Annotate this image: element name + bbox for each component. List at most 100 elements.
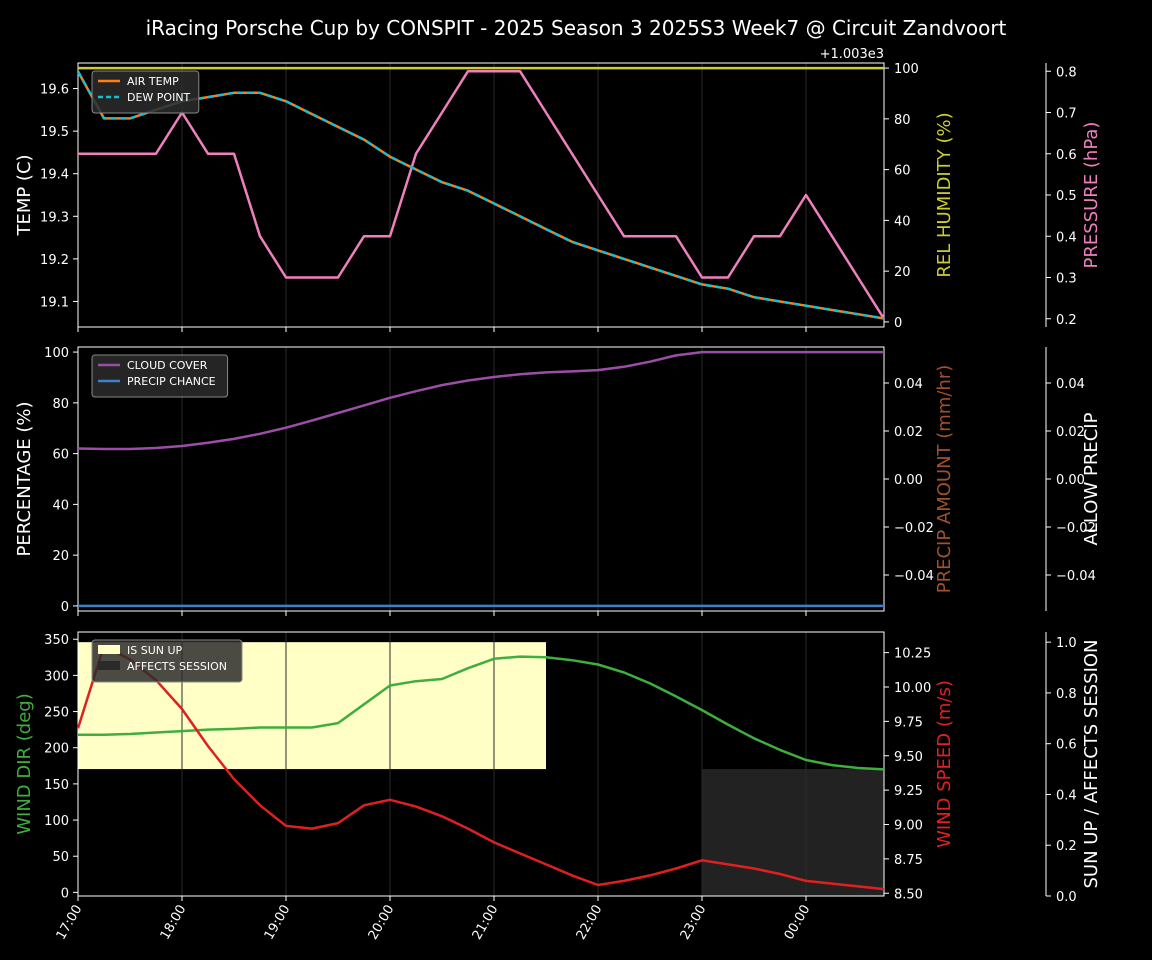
y-tick-label: 19.4 <box>40 168 69 183</box>
y-tick-label: 19.3 <box>40 210 69 225</box>
legend: AIR TEMP DEW POINT <box>91 70 200 114</box>
series-line-dew-point <box>76 70 885 320</box>
panel-temps: 19.1 19.2 19.3 19.4 19.5 19.6 TEMP (C) 0 20 40 60 8… <box>14 47 1102 332</box>
right2-tick-label: 0.3 <box>1056 272 1077 287</box>
right2-axis-label: ALLOW PRECIP <box>1081 412 1102 545</box>
right1-axis-label: PRECIP AMOUNT (mm/hr) <box>934 365 955 594</box>
y-axis-label: PERCENTAGE (%) <box>14 401 35 556</box>
x-tick-label: 22:00 <box>574 903 606 943</box>
plot-frame <box>77 62 885 328</box>
legend: CLOUD COVER PRECIP CHANCE <box>91 354 229 398</box>
x-tick-label: 23:00 <box>678 903 710 943</box>
right1-tick-label: −0.02 <box>894 521 934 536</box>
right1-tick-label: 9.50 <box>894 750 923 765</box>
legend-label: AIR TEMP <box>127 75 179 88</box>
right1-tick-label: 0 <box>894 316 902 331</box>
right2-tick-label: 0.8 <box>1056 687 1077 702</box>
legend-swatch <box>98 645 120 654</box>
right1-tick-label: 0.00 <box>894 473 923 488</box>
right2-tick-label: 0.02 <box>1056 425 1085 440</box>
right2-tick-label: −0.02 <box>1056 521 1096 536</box>
legend-label: DEW POINT <box>127 91 191 104</box>
right1-tick-label: 9.00 <box>894 819 923 834</box>
chart-title: iRacing Porsche Cup by CONSPIT - 2025 Se… <box>146 16 1007 40</box>
right1-tick-label: −0.04 <box>894 569 934 584</box>
y-tick-label: 200 <box>44 742 69 757</box>
right1-tick-label: 9.75 <box>894 715 923 730</box>
right1-axis-label: WIND SPEED (m/s) <box>934 680 955 848</box>
y-tick-label: 0 <box>61 600 69 615</box>
legend-label: IS SUN UP <box>127 644 183 657</box>
right2-axis-label: SUN UP / AFFECTS SESSION <box>1081 639 1102 888</box>
y-tick-label: 100 <box>44 346 69 361</box>
panel-clouds: 0 20 40 60 80 100 PERCENTAGE (%) −0.04 −0.02 0.00… <box>14 346 1102 616</box>
offset-label: +1.003e3 <box>820 47 884 62</box>
x-tick-label: 19:00 <box>262 903 294 943</box>
affects-session-band <box>702 769 884 896</box>
y-tick-label: 350 <box>44 633 69 648</box>
y-tick-label: 60 <box>52 448 69 463</box>
y-tick-label: 19.6 <box>40 83 69 98</box>
panel-wind: 0 50 100 150 200 250 300 350 WIND DIR (deg) 8.50 8… <box>14 631 1102 905</box>
right1-tick-label: 80 <box>894 113 911 128</box>
right1-tick-label: 60 <box>894 164 911 179</box>
right1-tick-label: 9.25 <box>894 784 923 799</box>
right2-tick-label: 0.04 <box>1056 377 1085 392</box>
right2-tick-label: 0.7 <box>1056 107 1077 122</box>
right1-tick-label: 20 <box>894 265 911 280</box>
y-tick-label: 250 <box>44 706 69 721</box>
y-tick-label: 150 <box>44 778 69 793</box>
y-tick-label: 100 <box>44 814 69 829</box>
y-axis-label: TEMP (C) <box>14 154 35 236</box>
legend-box <box>91 639 243 683</box>
right2-axis-label: PRESSURE (hPa) <box>1081 122 1102 269</box>
y-axis-label: WIND DIR (deg) <box>14 693 35 835</box>
plot-frame <box>77 631 885 897</box>
right2-tick-label: 0.8 <box>1056 65 1077 80</box>
right1-tick-label: 10.00 <box>894 681 931 696</box>
y-tick-label: 20 <box>52 549 69 564</box>
pressure-line <box>78 69 886 320</box>
x-tick-label: 17:00 <box>54 903 86 943</box>
right1-tick-label: 8.50 <box>894 887 923 902</box>
right2-tick-label: 0.4 <box>1056 788 1077 803</box>
series-line-cloud-cover <box>77 350 884 451</box>
right1-tick-label: 8.75 <box>894 853 923 868</box>
series-line-wind-speed <box>76 644 885 891</box>
legend: IS SUN UP AFFECTS SESSION <box>91 639 243 683</box>
right1-tick-label: 40 <box>894 214 911 229</box>
legend-label: PRECIP CHANCE <box>127 375 216 388</box>
right2-tick-label: 0.00 <box>1056 473 1085 488</box>
y-tick-label: 80 <box>52 397 69 412</box>
y-tick-label: 19.5 <box>40 125 69 140</box>
right1-tick-label: 0.02 <box>894 425 923 440</box>
right1-axis-label: REL HUMIDITY (%) <box>934 112 955 277</box>
right2-tick-label: 0.4 <box>1056 230 1077 245</box>
right2-tick-label: 0.5 <box>1056 189 1077 204</box>
y-tick-label: 300 <box>44 669 69 684</box>
right2-tick-label: 0.0 <box>1056 890 1077 905</box>
y-tick-label: 0 <box>61 886 69 901</box>
x-tick-label: 20:00 <box>366 903 398 943</box>
x-tick-label: 21:00 <box>470 903 502 943</box>
y-tick-label: 19.1 <box>40 295 69 310</box>
right2-tick-label: 1.0 <box>1056 636 1077 651</box>
right1-tick-label: 0.04 <box>894 377 923 392</box>
y-tick-label: 40 <box>52 498 69 513</box>
legend-label: AFFECTS SESSION <box>127 660 227 673</box>
right2-tick-label: 0.2 <box>1056 313 1077 328</box>
x-tick-label: 18:00 <box>158 903 190 943</box>
right2-tick-label: −0.04 <box>1056 569 1096 584</box>
legend-box <box>91 354 229 398</box>
series-line-wind-dir <box>78 655 885 771</box>
right1-tick-label: 10.25 <box>894 647 931 662</box>
right1-tick-label: 100 <box>894 62 919 77</box>
right2-tick-label: 0.6 <box>1056 148 1077 163</box>
right2-tick-label: 0.6 <box>1056 738 1077 753</box>
y-tick-label: 19.2 <box>40 253 69 268</box>
y-tick-label: 50 <box>52 850 69 865</box>
legend-swatch <box>98 661 120 670</box>
legend-label: CLOUD COVER <box>127 359 208 372</box>
right2-tick-label: 0.2 <box>1056 839 1077 854</box>
